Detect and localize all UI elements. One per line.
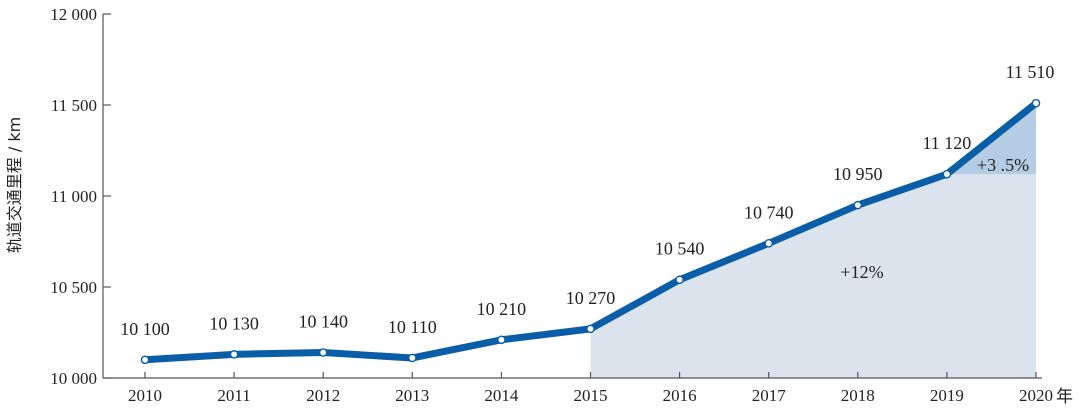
data-point-2018 [853,200,863,210]
axes: 10 000 10 500 11 000 11 500 12 000 2010 2011 20… [50,5,1053,405]
y-axis-label: 轨道交通里程 / km [5,117,24,253]
data-point-2012 [318,348,328,357]
x-tick-label-2011: 2011 [217,386,250,405]
data-label-2017: 10 740 [744,202,794,222]
data-label-2011: 10 130 [209,313,259,333]
data-labels: 10 100 10 130 10 140 10 110 10 210 10 270 10 5… [120,62,1054,339]
data-point-2015 [586,324,595,334]
data-label-2014: 10 210 [477,299,527,319]
data-point-2019 [942,169,952,179]
data-label-2016: 10 540 [655,239,705,259]
y-tick-label-2: 11 000 [51,187,97,206]
x-tick-label-2012: 2012 [306,386,340,405]
data-label-2020: 11 510 [1006,62,1055,82]
data-label-2010: 10 100 [120,319,170,339]
data-label-2015: 10 270 [566,288,616,308]
y-tick-label-0: 10 000 [50,369,97,388]
x-tick-label-2013: 2013 [395,386,429,405]
data-point-2017 [764,239,774,248]
x-tick-label-2016: 2016 [663,386,697,405]
x-tick-label-2019: 2019 [930,386,964,405]
x-tick-label-2010: 2010 [128,386,162,405]
data-point-2016 [675,275,684,285]
annotation-recent-growth: +3 .5% [977,155,1029,175]
fill-area-growth [590,103,1036,379]
data-label-2018: 10 950 [833,164,883,184]
data-label-2013: 10 110 [388,317,437,337]
data-label-2019: 11 120 [922,133,971,153]
y-tick-label-4: 12 000 [50,5,97,24]
x-axis-unit: 年 [1056,387,1073,407]
data-label-2012: 10 140 [298,312,348,332]
y-tick-label-3: 11 500 [51,96,97,115]
x-tick-label-2020: 2020 [1019,386,1053,405]
data-point-2014 [497,335,506,345]
annotation-total-growth: +12% [840,262,883,282]
data-point-2013 [407,353,417,363]
x-tick-label-2017: 2017 [752,386,787,405]
data-point-2010 [140,355,150,365]
y-tick-label-1: 10 500 [50,278,97,297]
x-tick-label-2014: 2014 [484,386,519,405]
x-tick-label-2018: 2018 [841,386,875,405]
data-point-2020 [1031,98,1041,108]
data-points [140,98,1041,365]
data-point-2011 [229,350,239,359]
x-tick-label-2015: 2015 [574,386,608,405]
